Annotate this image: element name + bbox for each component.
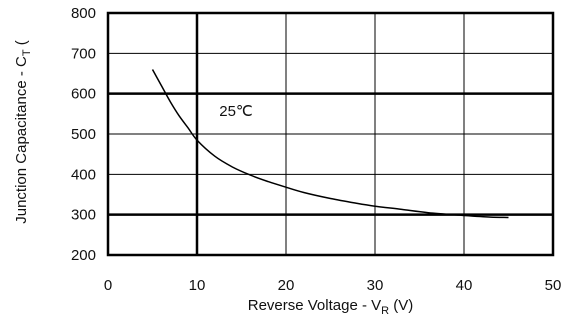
y-tick-label: 200 [71,247,96,264]
y-tick-label: 600 [71,86,96,103]
plot-frame [106,11,555,257]
y-tick-label: 700 [71,45,96,62]
y-tick-label: 500 [71,126,96,143]
x-axis-label-unit: (V) [389,297,413,314]
x-tick-label: 0 [104,277,112,294]
x-tick-label: 40 [456,277,473,294]
y-tick-label: 800 [71,5,96,22]
y-axis-label-unit: ( [13,40,30,49]
y-axis-label-subscript: T [21,49,33,56]
x-tick-label: 30 [367,277,384,294]
x-tick-label: 50 [545,277,562,294]
capacitance-curve [151,69,509,219]
temperature-annotation: 25℃ [219,103,253,120]
y-axis-label: Junction Capacitance - CT ( [13,40,33,224]
x-axis-label: Reverse Voltage - VR (V) [248,297,414,317]
x-axis-label-main: Reverse Voltage - V [248,297,381,314]
tick-labels: 0 10 20 30 40 50 200 300 400 500 600 700 800 [71,5,561,294]
grid-lines [108,13,553,255]
y-tick-label: 400 [71,166,96,183]
x-axis-label-subscript: R [381,305,389,317]
x-tick-label: 20 [278,277,295,294]
y-axis-label-main: Junction Capacitance - C [13,56,30,224]
x-tick-label: 10 [189,277,206,294]
y-tick-label: 300 [71,207,96,224]
